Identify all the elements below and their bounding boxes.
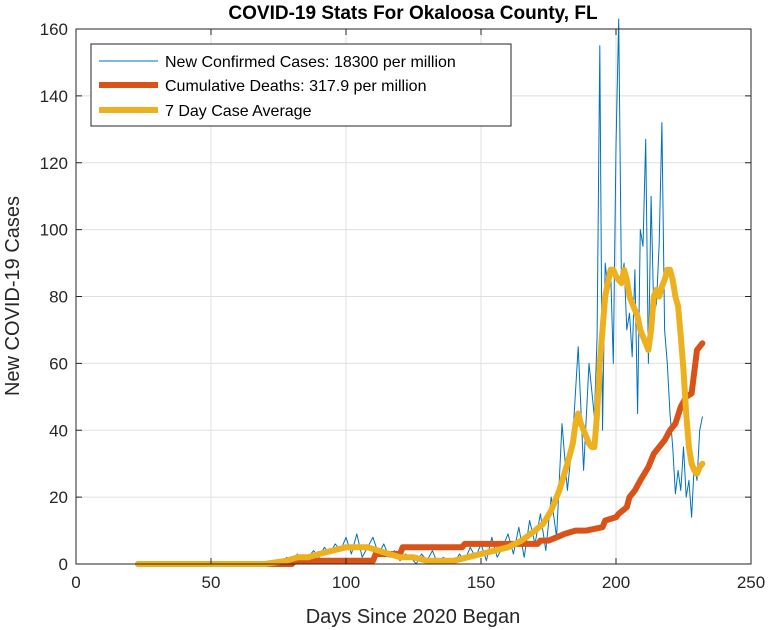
y-tick-label: 20 bbox=[49, 488, 68, 507]
y-tick-label: 140 bbox=[40, 87, 68, 106]
legend-label-deaths: Cumulative Deaths: 317.9 per million bbox=[165, 78, 426, 95]
tick-labels: 0 50 100 150 200 250 0 20 40 60 80 100 120 140 160 bbox=[40, 20, 766, 592]
y-axis-label: New COVID-19 Cases bbox=[2, 196, 24, 396]
y-tick-label: 160 bbox=[40, 20, 68, 39]
y-tick-label: 80 bbox=[49, 288, 68, 307]
legend-label-new-cases: New Confirmed Cases: 18300 per million bbox=[165, 54, 456, 71]
ticks bbox=[75, 28, 752, 565]
series-cumulative-deaths bbox=[135, 340, 706, 567]
legend-box bbox=[90, 43, 512, 127]
x-tick-label: 100 bbox=[332, 573, 360, 592]
x-tick-label: 200 bbox=[602, 573, 630, 592]
y-tick-label: 120 bbox=[40, 154, 68, 173]
legend-label-7day-average: 7 Day Case Average bbox=[165, 103, 312, 120]
x-tick-label: 50 bbox=[202, 573, 221, 592]
x-axis-label: Days Since 2020 Began bbox=[306, 606, 521, 628]
y-tick-label: 40 bbox=[49, 421, 68, 440]
x-tick-label: 250 bbox=[737, 573, 765, 592]
chart-title: COVID-19 Stats For Okaloosa County, FL bbox=[228, 3, 598, 24]
legend: New Confirmed Cases: 18300 per million C… bbox=[90, 43, 512, 127]
y-tick-label: 100 bbox=[40, 221, 68, 240]
y-tick-label: 0 bbox=[59, 555, 68, 574]
series-group bbox=[135, 18, 706, 567]
y-tick-label: 60 bbox=[49, 354, 68, 373]
series-7-day-average bbox=[135, 266, 706, 567]
x-tick-label: 0 bbox=[71, 573, 80, 592]
x-tick-label: 150 bbox=[467, 573, 495, 592]
